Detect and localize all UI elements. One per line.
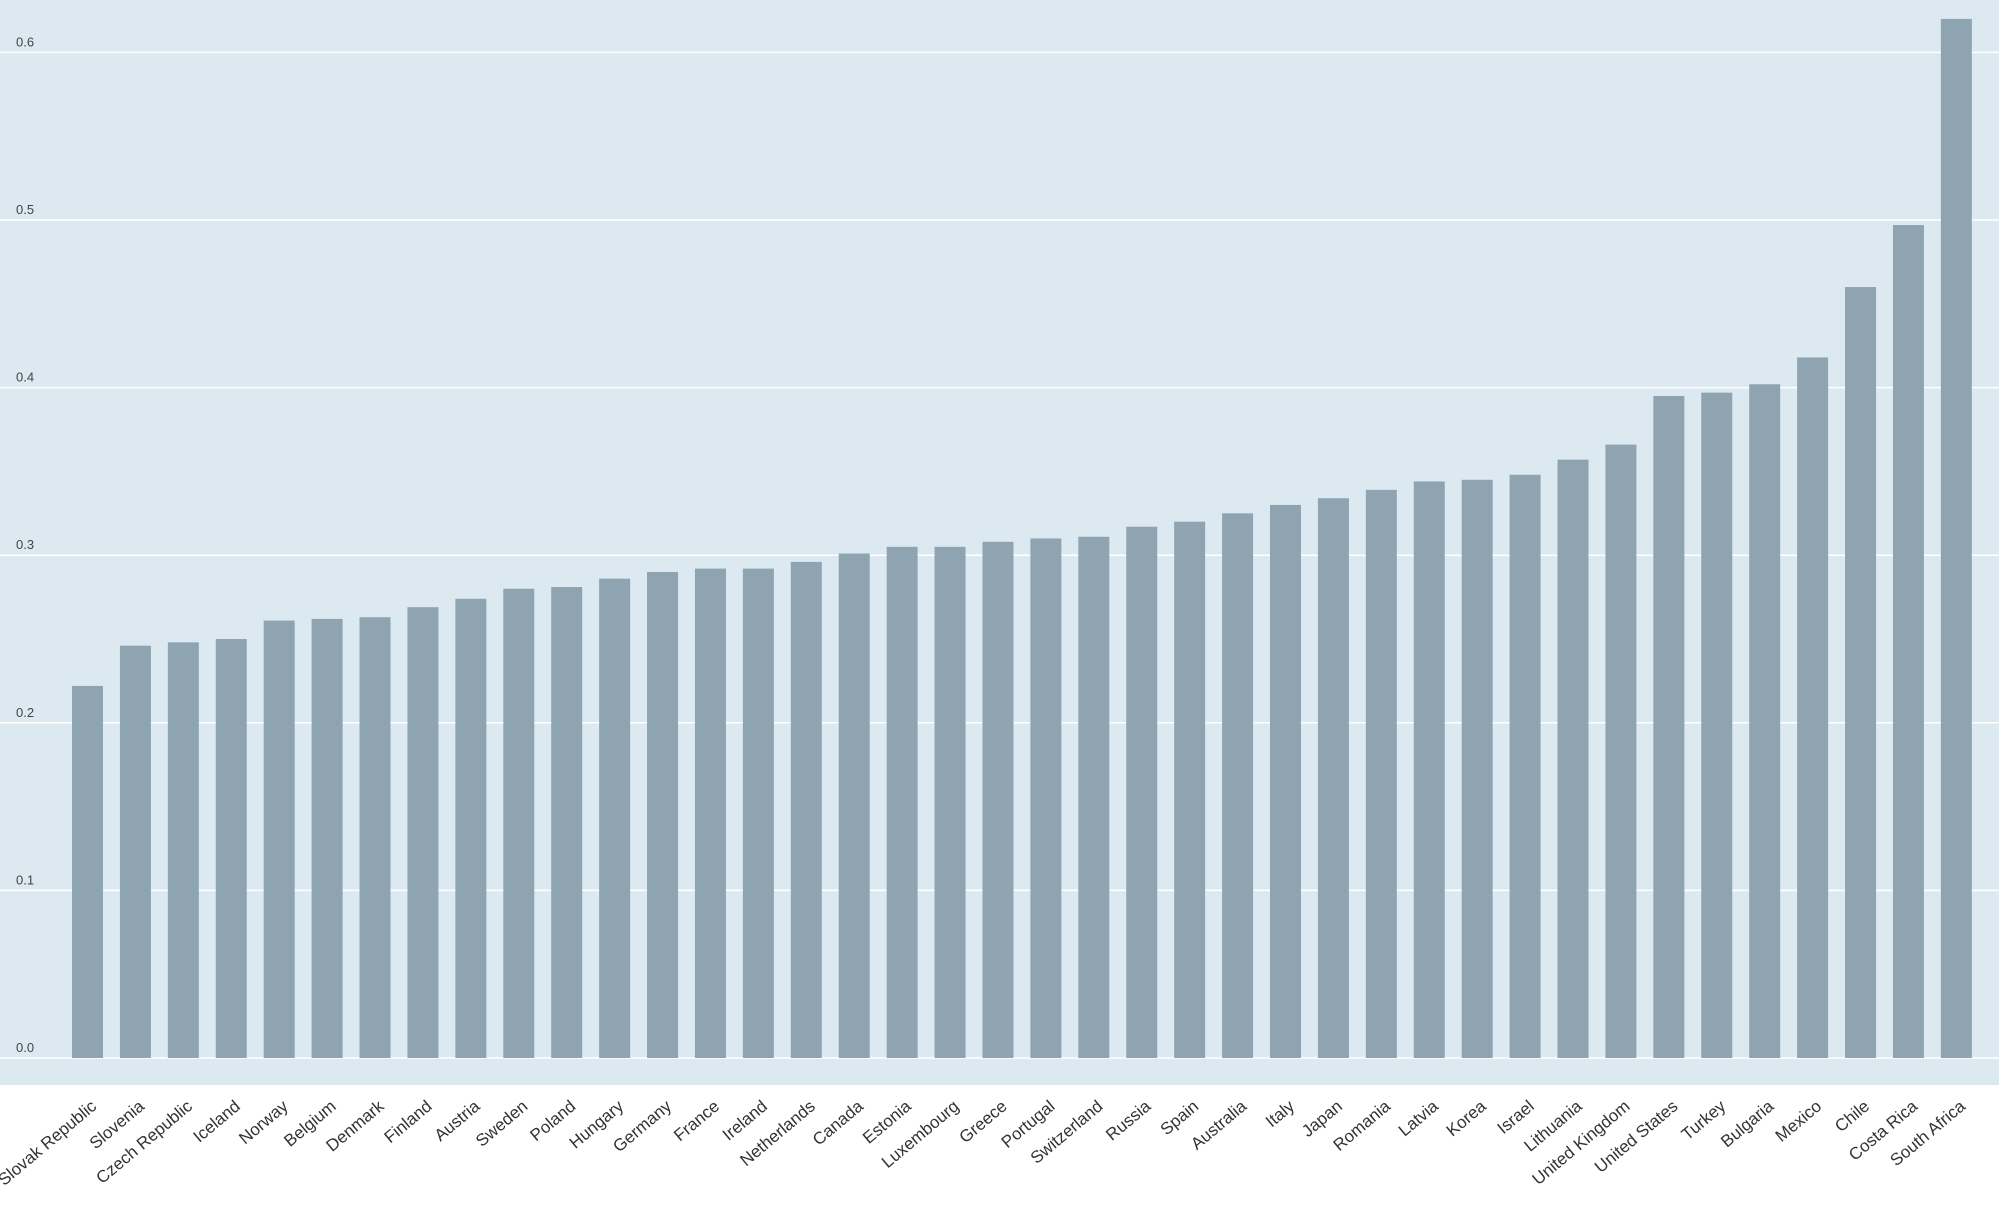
bar xyxy=(503,588,535,1058)
bar xyxy=(1892,225,1924,1058)
bar xyxy=(1174,521,1206,1058)
x-category-label: Mexico xyxy=(1772,1097,1825,1146)
y-tick-label: 0.4 xyxy=(16,370,34,385)
x-category-label: Finland xyxy=(381,1097,436,1147)
x-category-label: France xyxy=(670,1097,723,1146)
bar xyxy=(1461,479,1493,1058)
bar xyxy=(1557,459,1589,1059)
bar xyxy=(1126,526,1158,1058)
y-axis-tick-labels: 0.0 0.1 0.2 0.3 0.4 0.5 0.6 xyxy=(16,34,34,1055)
y-tick-label: 0.1 xyxy=(16,872,34,887)
bar xyxy=(694,568,726,1058)
bar xyxy=(1749,384,1781,1058)
bar xyxy=(647,571,679,1058)
x-category-label: Italy xyxy=(1262,1096,1298,1131)
x-category-label: Bulgaria xyxy=(1717,1096,1777,1151)
bar xyxy=(1413,481,1445,1058)
y-tick-label: 0.0 xyxy=(16,1040,34,1055)
bar xyxy=(1365,489,1397,1058)
bar xyxy=(215,639,247,1058)
bar xyxy=(934,546,966,1058)
bar xyxy=(886,546,918,1058)
bar xyxy=(1222,513,1254,1058)
x-category-label: Korea xyxy=(1443,1096,1490,1140)
bar xyxy=(790,561,822,1058)
bar xyxy=(551,587,583,1058)
bar xyxy=(263,620,295,1058)
x-category-label: Latvia xyxy=(1395,1096,1442,1140)
bar xyxy=(1270,504,1301,1058)
bar xyxy=(982,541,1014,1058)
bar xyxy=(1653,395,1685,1059)
bar xyxy=(455,598,487,1058)
x-category-label: United States xyxy=(1591,1097,1681,1177)
x-category-label: Sweden xyxy=(472,1097,531,1151)
y-tick-label: 0.5 xyxy=(16,202,34,217)
bar xyxy=(72,685,103,1058)
x-category-label: Iceland xyxy=(190,1097,244,1147)
bar xyxy=(1317,498,1349,1058)
bar xyxy=(1509,474,1541,1058)
x-category-label: Russia xyxy=(1102,1096,1154,1144)
y-tick-label: 0.2 xyxy=(16,705,34,720)
bar xyxy=(742,568,774,1058)
bar xyxy=(1845,287,1877,1058)
bar xyxy=(1940,18,1972,1058)
bar xyxy=(1030,538,1062,1058)
bar xyxy=(599,578,631,1058)
y-tick-label: 0.3 xyxy=(16,537,34,552)
bar xyxy=(119,645,151,1058)
bar xyxy=(311,618,343,1058)
bar xyxy=(1078,536,1110,1058)
x-category-label: Chile xyxy=(1831,1097,1873,1136)
bar xyxy=(1605,444,1637,1059)
bars xyxy=(72,18,1972,1059)
y-tick-label: 0.6 xyxy=(16,34,34,49)
bar xyxy=(1797,357,1829,1058)
bar xyxy=(407,607,439,1058)
bar xyxy=(167,642,199,1058)
bar xyxy=(359,617,391,1058)
x-category-label: Slovak Republic xyxy=(0,1096,100,1189)
x-category-label: Canada xyxy=(809,1096,867,1149)
bar xyxy=(838,553,870,1058)
bar xyxy=(1701,392,1733,1058)
